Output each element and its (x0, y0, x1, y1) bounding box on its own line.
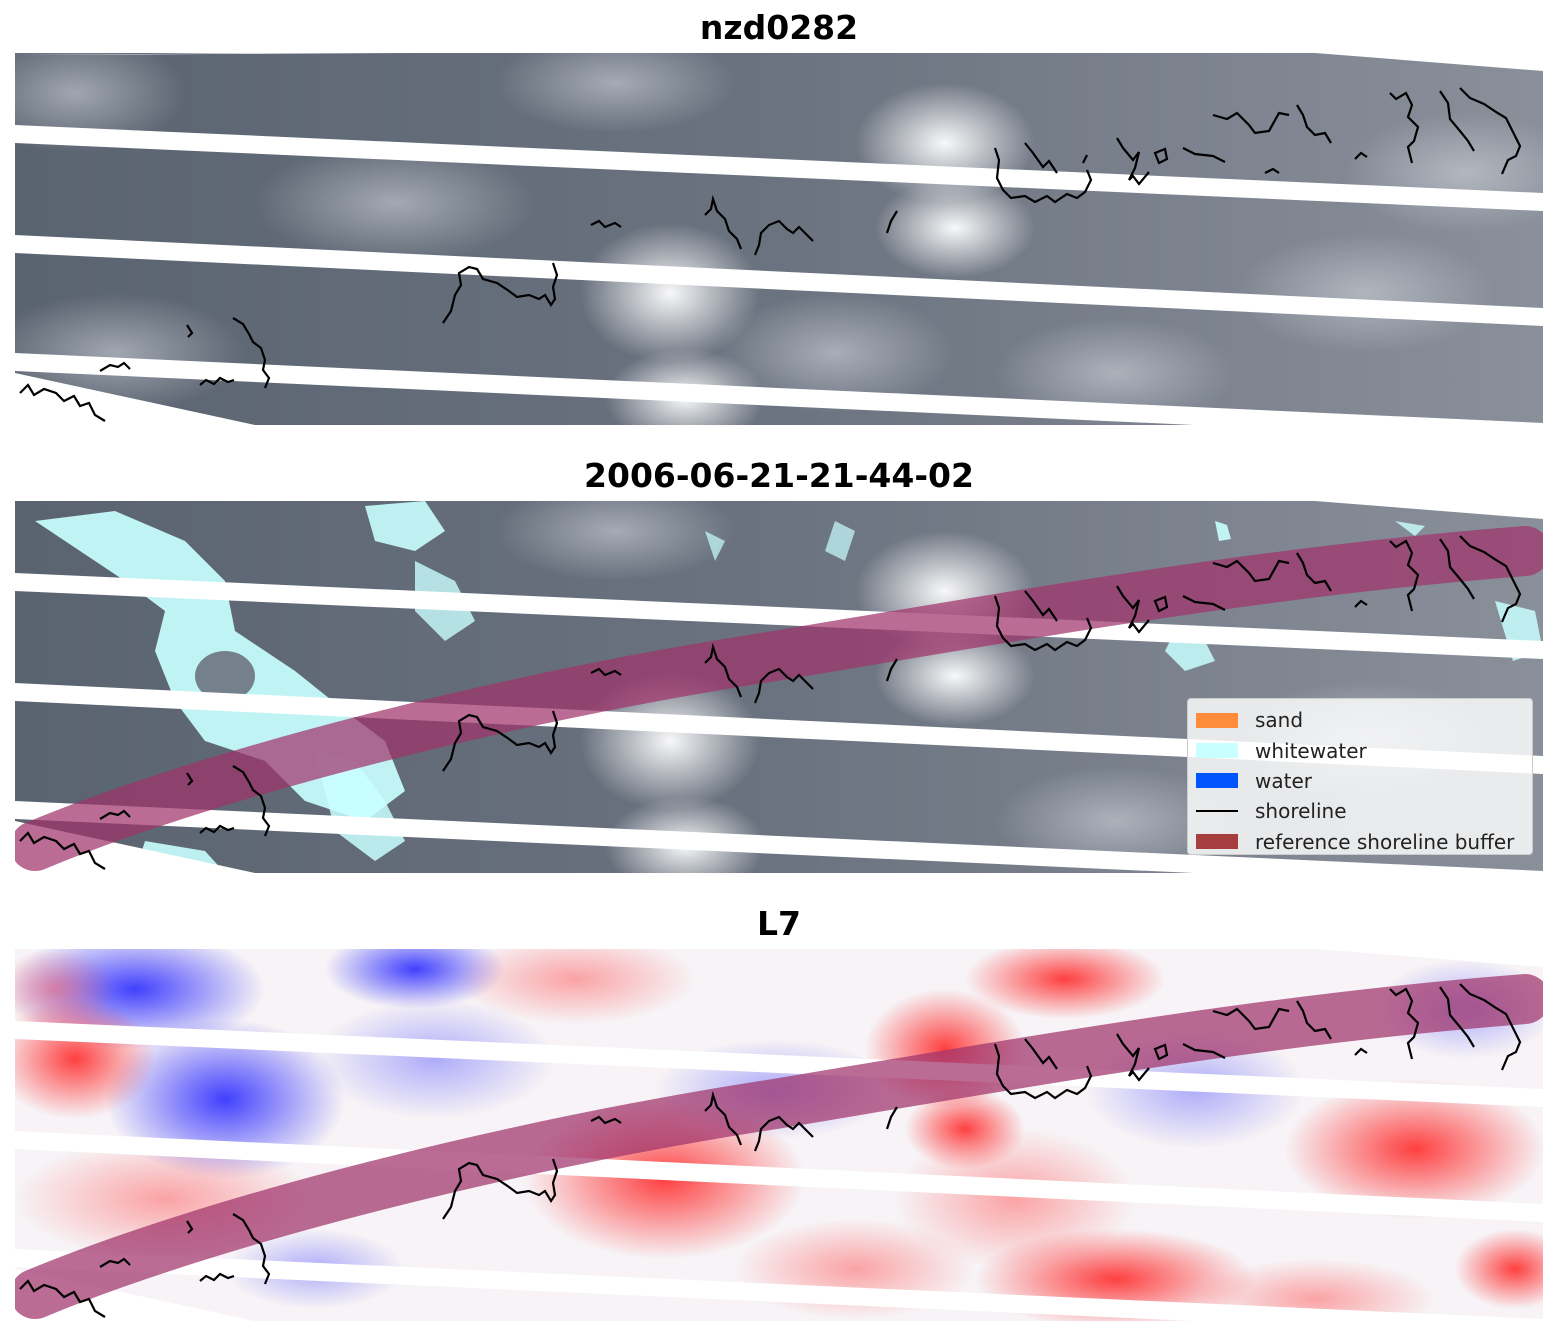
legend-label: shoreline (1255, 799, 1347, 824)
scanline-gaps (15, 949, 1543, 1321)
panel-title-2: 2006-06-21-21-44-02 (584, 456, 974, 495)
legend-item-buffer: reference shoreline buffer (1196, 827, 1532, 857)
scanline-gaps (15, 53, 1543, 425)
shoreline (19, 983, 1522, 1318)
legend-label: water (1255, 768, 1312, 793)
satellite-image-panel (15, 53, 1543, 425)
whitewater-swatch (1196, 743, 1238, 759)
panel-title-1: nzd0282 (699, 8, 859, 47)
index-image-panel (15, 949, 1543, 1321)
panel-title-3: L7 (757, 904, 801, 943)
shoreline (19, 87, 1522, 422)
grey-image-1 (15, 53, 1543, 425)
water-swatch (1196, 773, 1238, 789)
legend-label: reference shoreline buffer (1255, 829, 1515, 854)
legend: sand whitewater water shoreline referenc… (1187, 698, 1533, 855)
legend-item-whitewater: whitewater (1196, 735, 1532, 765)
scanline-gaps (15, 501, 1543, 873)
reference-shoreline-buffer (15, 526, 1543, 871)
legend-label: whitewater (1255, 738, 1367, 763)
shoreline-swatch (1196, 810, 1238, 813)
reference-shoreline-buffer (15, 974, 1543, 1319)
legend-item-shoreline: shoreline (1196, 796, 1532, 826)
legend-item-sand: sand (1196, 705, 1532, 735)
legend-label: sand (1255, 708, 1304, 733)
cloud-texture (15, 53, 1543, 425)
whitewater-hole (195, 651, 255, 701)
legend-item-water: water (1196, 766, 1532, 796)
shoreline (19, 535, 1522, 870)
grey-image-2 (15, 501, 1543, 873)
sand-swatch (1196, 712, 1238, 728)
classified-image-panel (15, 501, 1543, 873)
buffer-swatch (1196, 834, 1238, 850)
diverging-image (15, 949, 1543, 1321)
